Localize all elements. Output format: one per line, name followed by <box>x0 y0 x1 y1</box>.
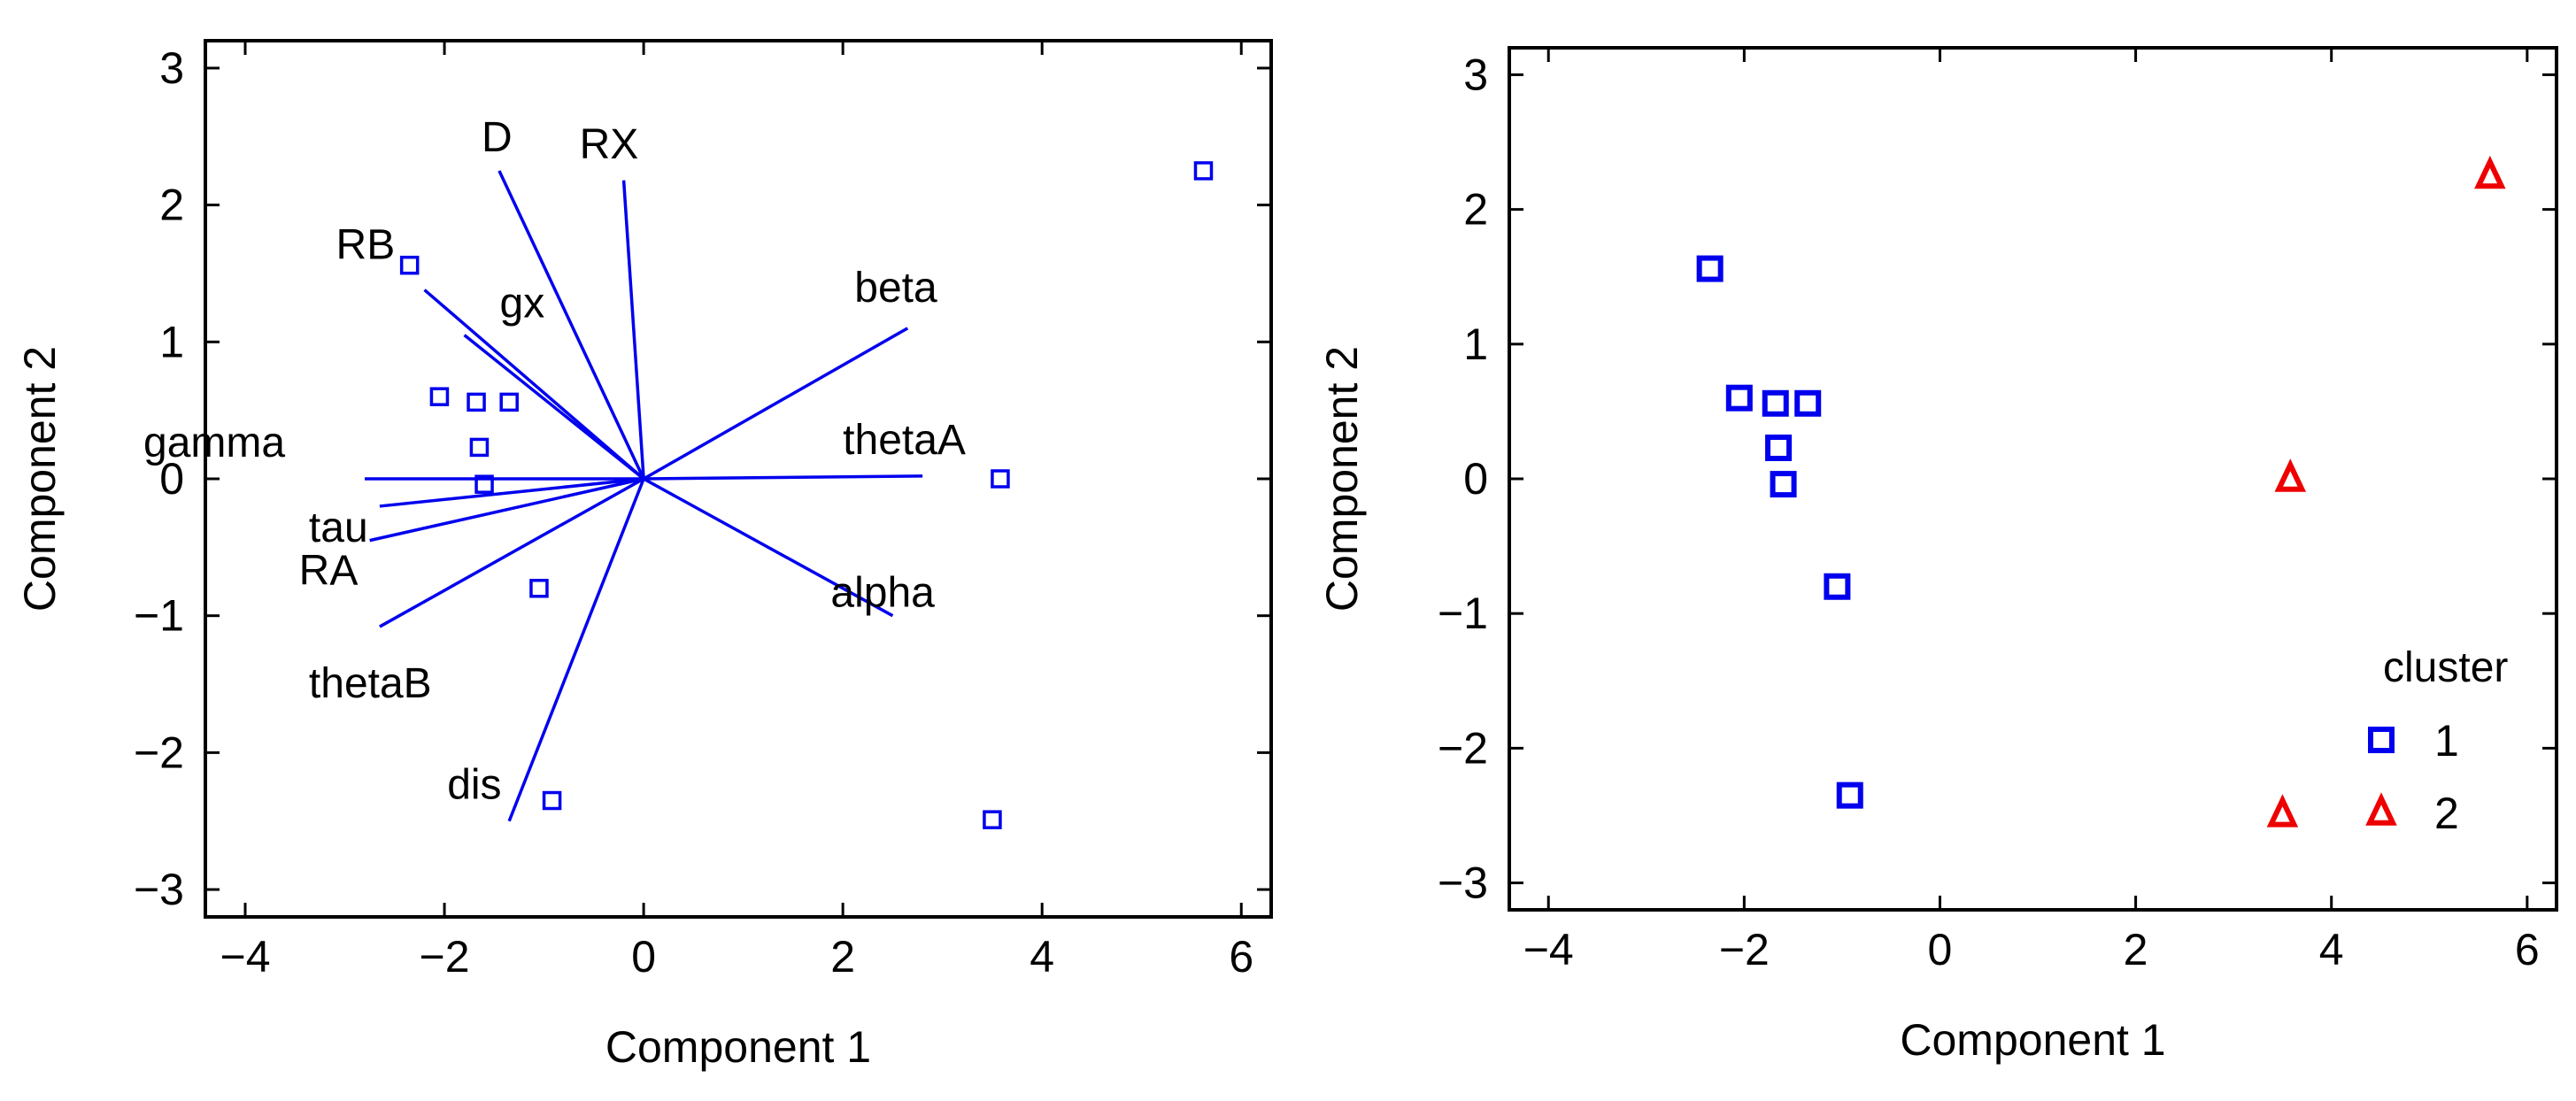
loading-label-thetaa: thetaA <box>843 417 966 464</box>
x-axis-title: Component 1 <box>605 1022 871 1072</box>
loading-label-thetab: thetaB <box>309 660 432 707</box>
cluster-2-point <box>2274 458 2307 492</box>
x-tick-label: 0 <box>631 932 656 982</box>
loading-label-dis: dis <box>447 762 501 809</box>
loading-vector-gx <box>463 334 645 481</box>
x-tick-label: −4 <box>1523 925 1574 974</box>
data-point <box>542 790 562 811</box>
data-point <box>429 387 450 406</box>
loading-vector-beta <box>643 327 909 481</box>
loading-vector-thetab <box>379 477 644 628</box>
y-tick-label: 0 <box>159 454 184 504</box>
loading-label-ra: RA <box>299 548 359 595</box>
y-tick-label: 3 <box>159 43 184 93</box>
y-tick-label: −2 <box>134 728 184 777</box>
data-point <box>467 392 486 412</box>
loading-label-tau: tau <box>309 504 368 551</box>
loading-label-rb: RB <box>336 222 396 269</box>
y-axis-title: Component 2 <box>15 346 65 612</box>
loading-label-gx: gx <box>500 281 545 327</box>
y-tick-label: −1 <box>1438 589 1488 638</box>
x-tick-label: 6 <box>2515 925 2540 974</box>
cluster-1-point <box>1794 389 1822 417</box>
x-tick-label: −2 <box>1719 925 1770 974</box>
loading-vector-ra <box>369 477 644 543</box>
y-tick-label: 2 <box>1463 185 1488 235</box>
y-tick-label: 3 <box>1463 50 1488 99</box>
legend-title: cluster <box>2383 644 2508 691</box>
x-tick-label: 6 <box>1229 932 1253 982</box>
loading-label-beta: beta <box>854 265 937 312</box>
plot-frame <box>1508 46 2558 912</box>
data-point <box>399 255 420 275</box>
data-point <box>499 392 519 412</box>
legend: cluster 1 2 <box>2365 644 2508 838</box>
y-tick-label: 1 <box>159 317 184 366</box>
data-point <box>983 810 1002 829</box>
x-tick-label: −2 <box>420 932 470 982</box>
legend-label-1: 1 <box>2434 716 2459 766</box>
cluster-1-point <box>1696 255 1724 282</box>
legend-marker-2 <box>2365 792 2397 826</box>
legend-label-2: 2 <box>2434 789 2459 838</box>
x-axis-title: Component 1 <box>1900 1015 2165 1065</box>
data-point <box>991 469 1010 489</box>
cluster-1-point <box>1836 781 1863 809</box>
x-tick-label: −4 <box>220 932 271 982</box>
x-tick-label: 4 <box>2319 925 2344 974</box>
x-tick-label: 2 <box>830 932 855 982</box>
loading-vector-thetaa <box>644 474 923 481</box>
data-point <box>469 437 490 458</box>
loading-label-d: D <box>482 114 513 161</box>
loading-label-alpha: alpha <box>830 570 935 617</box>
cluster-1-point <box>1770 471 1797 498</box>
cluster-2-point <box>2474 155 2506 189</box>
y-tick-label: −1 <box>134 591 184 641</box>
loading-vector-dis <box>507 478 645 822</box>
x-tick-label: 2 <box>2124 925 2148 974</box>
biplot-panel: −4 −2 0 2 4 6 −3 −2 −1 0 1 2 3 Component 1 Component 2… <box>15 39 1273 1072</box>
y-tick-label: −3 <box>1438 858 1488 908</box>
cluster-1-point <box>1725 384 1753 412</box>
legend-marker-1 <box>2368 727 2395 753</box>
data-point <box>474 474 494 494</box>
loading-vector-d <box>497 170 645 480</box>
loading-label-gamma: gamma <box>143 420 285 466</box>
y-tick-label: −3 <box>134 865 184 914</box>
cluster-2-point <box>2266 794 2299 828</box>
loading-vector-tau <box>379 477 644 508</box>
cluster-scatter-panel: −4 −2 0 2 4 6 −3 −2 −1 0 1 2 3 Component 1 Component 2… <box>1317 46 2558 1065</box>
loading-label-rx: RX <box>580 121 639 168</box>
cluster-1-point <box>1824 573 1851 600</box>
y-axis-title: Component 2 <box>1317 346 1367 612</box>
y-tick-label: 2 <box>159 181 184 230</box>
data-point <box>1193 161 1214 181</box>
cluster-1-point <box>1762 389 1789 417</box>
loading-vector-rb <box>423 289 645 481</box>
loading-vector-alpha <box>643 477 894 618</box>
cluster-1-point <box>1765 434 1793 461</box>
y-tick-label: −2 <box>1438 723 1488 773</box>
data-point <box>529 579 549 598</box>
x-tick-label: 0 <box>1928 925 1953 974</box>
loading-vector-rx <box>621 180 645 480</box>
y-tick-label: 1 <box>1463 320 1488 369</box>
x-tick-label: 4 <box>1030 932 1054 982</box>
y-tick-label: 0 <box>1463 454 1488 504</box>
